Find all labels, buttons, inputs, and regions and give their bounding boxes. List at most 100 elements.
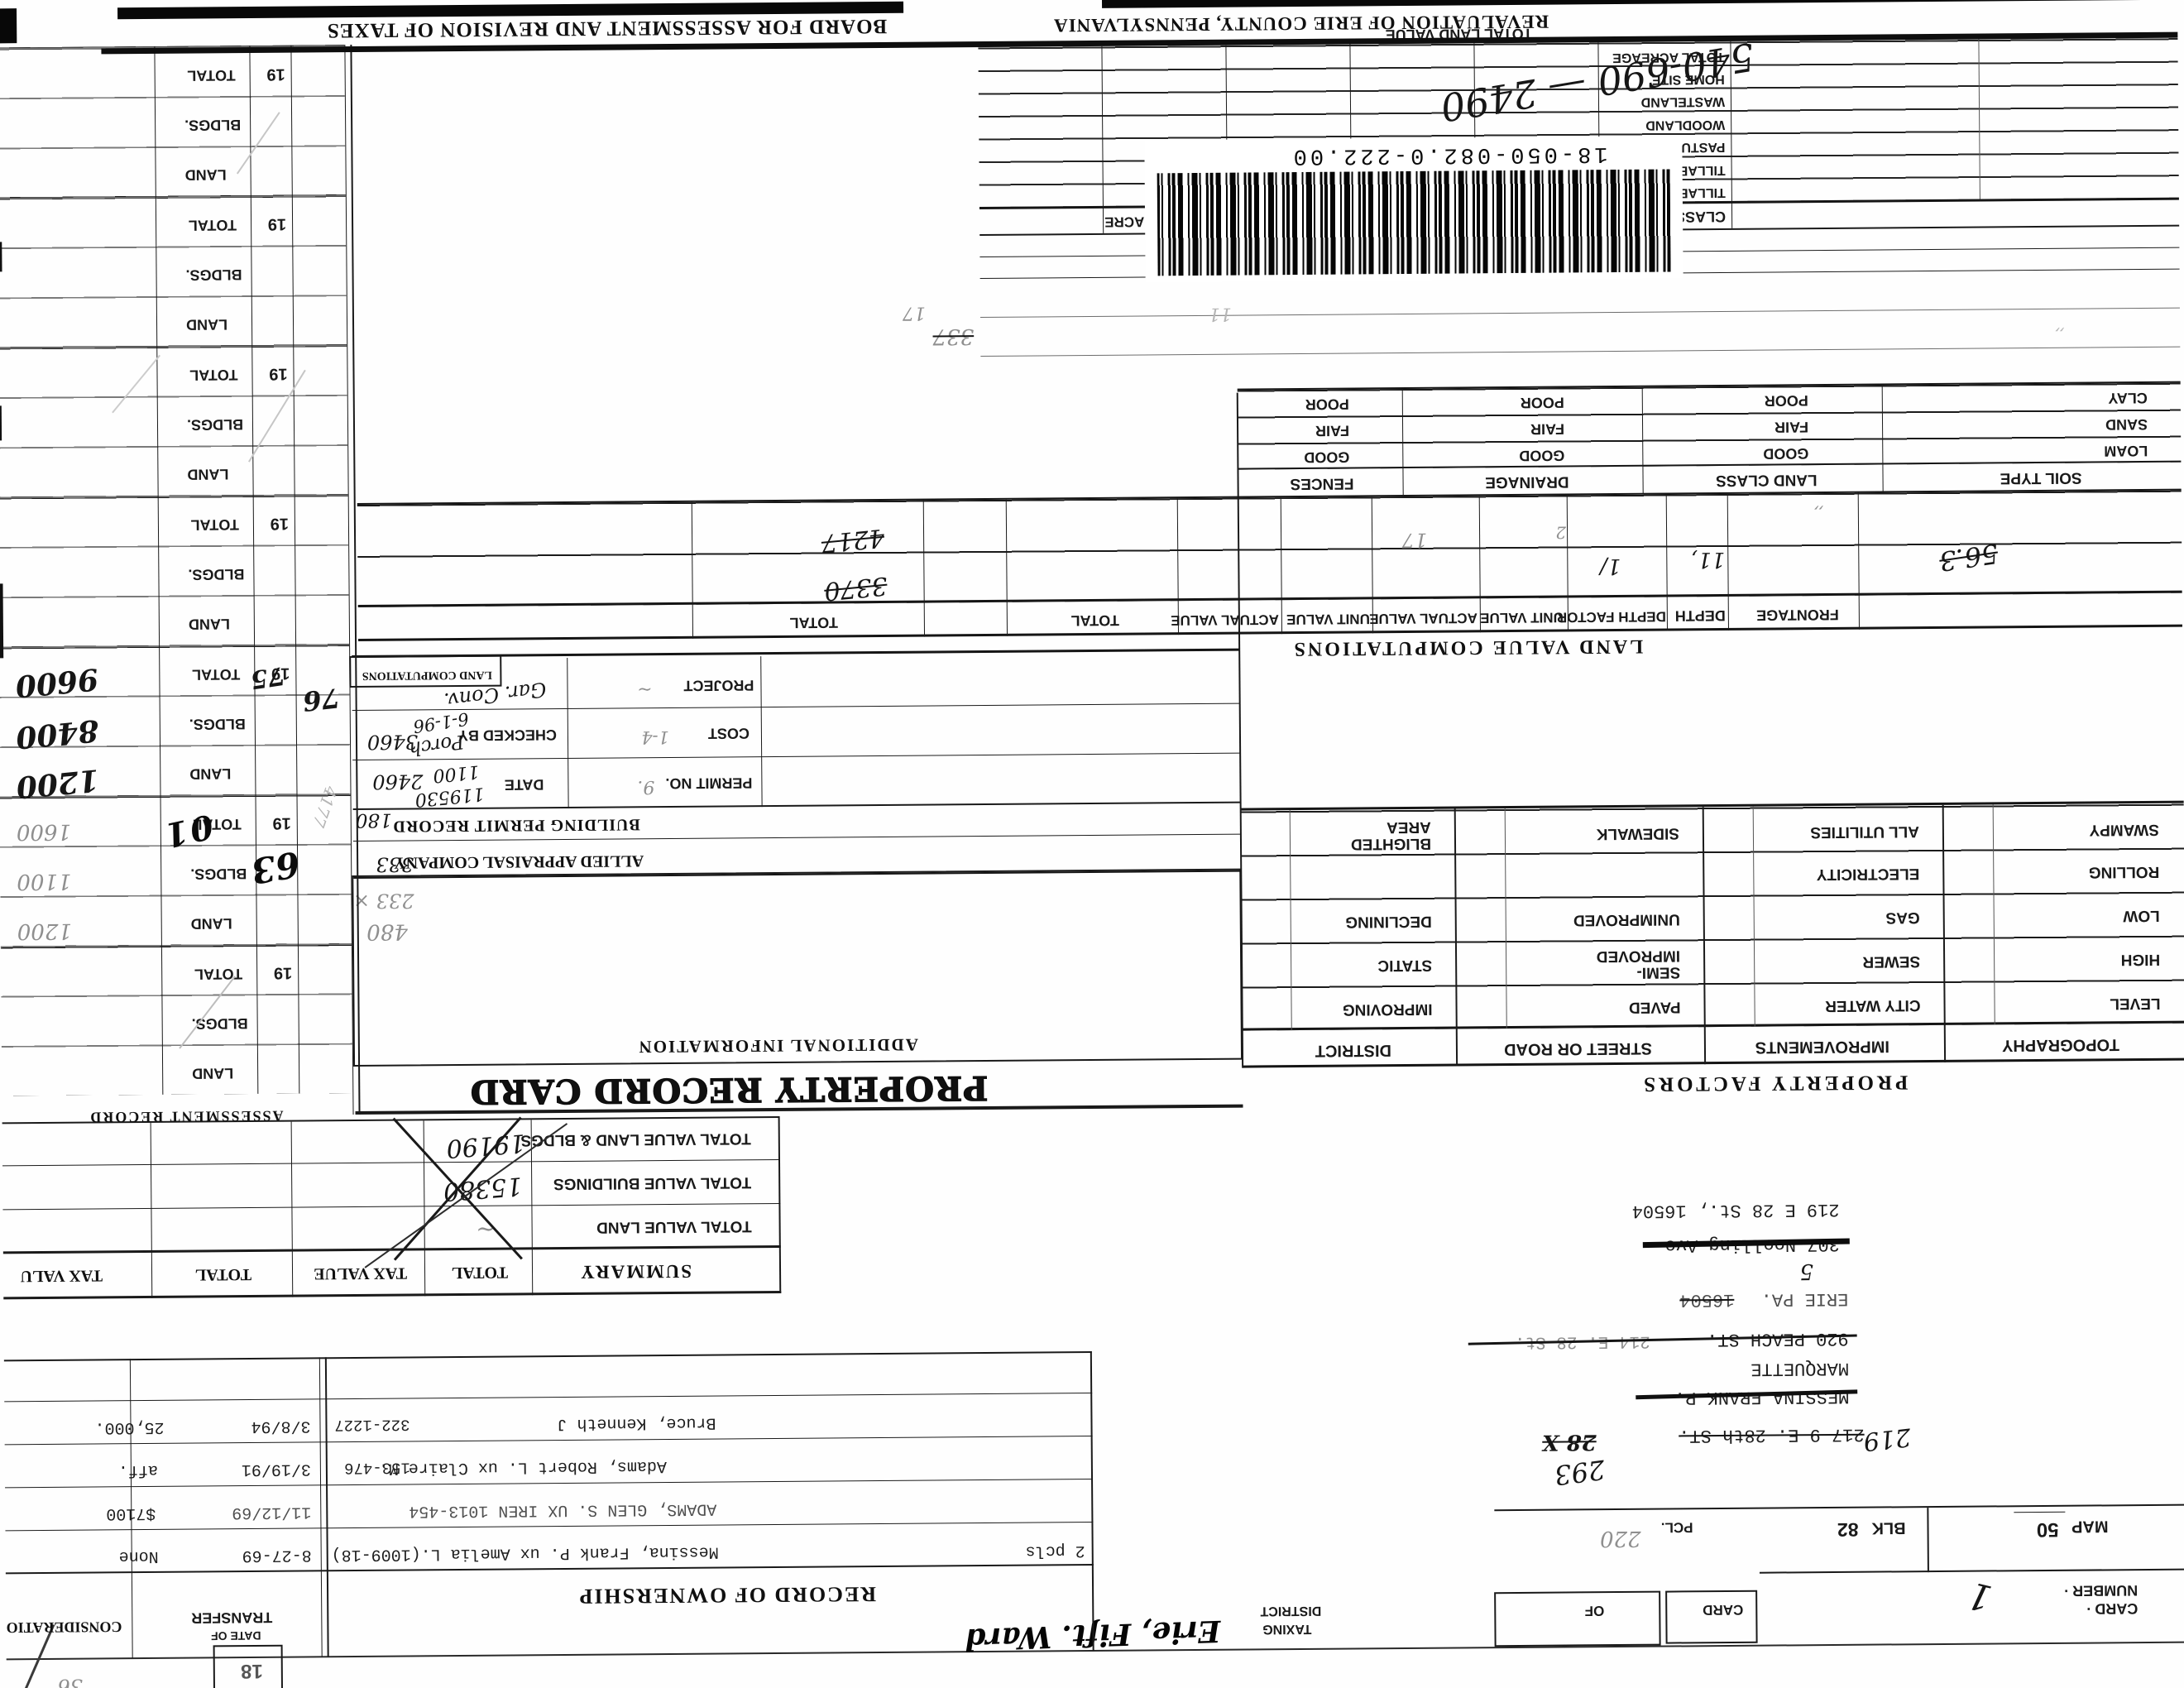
address-line-5b: 16504 [1679, 1288, 1735, 1311]
rule [2, 1202, 781, 1211]
assessment-land-label: LAND [188, 616, 230, 633]
transfer-date: 3/19/91 [241, 1459, 311, 1479]
card-of-of: OF [1584, 1603, 1605, 1619]
card-number-handwritten: 1 [1963, 1573, 1996, 1620]
rule [979, 307, 2180, 319]
assessment-bldgs-label: BLDGS. [191, 1015, 248, 1033]
allied-company: ALLIED APPRAISAL COMPANY [394, 851, 644, 872]
rule [290, 1121, 294, 1297]
owner-name: Messina, Frank P. ux Amelia L.(1009-18) [331, 1542, 719, 1565]
edge-mark [0, 405, 2, 441]
hw-480: 480 [366, 918, 408, 944]
assessment-bldgs-label: BLDGS. [186, 416, 244, 434]
factor-cell: HIGH [2120, 950, 2161, 969]
lvc-col: ACTUAL VALUE [1369, 610, 1478, 627]
consideration-value: None [118, 1546, 159, 1566]
hw-ticks-2: ′′ [2055, 311, 2065, 335]
margin-76: 76 [301, 681, 342, 717]
ward-stamp-value: 18 [241, 1659, 263, 1683]
factor-cell: SWAMPY [2089, 820, 2159, 839]
edge-mark [0, 242, 2, 272]
address-hw-5: 5 [1799, 1259, 1814, 1284]
assessment-year: 19 [273, 963, 293, 982]
margin-333: 333 [376, 852, 414, 876]
lvc-frontage-value: 56.3 [1937, 537, 2000, 578]
lvc-ticks: ′′ [1813, 490, 1823, 514]
assessment-total-label: TOTAL [191, 666, 241, 683]
assessment-total-label: TOTAL [190, 516, 240, 534]
lvc-col: UNIT VALUE [1480, 609, 1564, 626]
soil-col: DRAINAGE [1485, 472, 1569, 492]
property-factors-title: PROPERTY FACTORS [1640, 1071, 1909, 1096]
assessment-land-label: LAND [192, 1065, 234, 1082]
margin-2460: 2460 [372, 770, 424, 794]
card-number-label: NUMBER · [2063, 1582, 2138, 1599]
card-label: CARD · [2086, 1600, 2138, 1618]
rule [778, 1117, 782, 1293]
soil-cell: FAIR [1315, 422, 1350, 439]
summary-col-total: TOTAL [451, 1263, 509, 1283]
rule [1494, 1503, 2184, 1512]
lvc-col: UNIT VALUE [1286, 611, 1370, 628]
soil-cell: SAND [2105, 415, 2148, 434]
lvc-total-3370: 3370 [822, 570, 889, 606]
soil-cell: CLAY [2108, 389, 2148, 407]
lvc-col: TOTAL [1070, 611, 1119, 630]
rule [1090, 1351, 1094, 1652]
margin-3460: 3460 [366, 730, 419, 754]
permit-date-label: DATE [504, 776, 544, 794]
soil-cell: GOOD [1763, 445, 1809, 463]
land-computations-label: LAND COMPUTATIONS [362, 668, 492, 682]
blk-label: BLK [1871, 1518, 1906, 1537]
assessment-year-75: 75 [248, 659, 287, 694]
factor-cell: GAS [1885, 909, 1920, 927]
rule [2, 1158, 780, 1167]
assessment-year: 19 [272, 813, 291, 832]
rule [2014, 1511, 2066, 1513]
soil-col: LAND CLASS [1716, 471, 1818, 490]
taxing-label-1: TAXING [1262, 1621, 1312, 1637]
permit-no-value: 9. [637, 776, 655, 798]
assessment-bldgs-value: 1100 [17, 868, 72, 894]
assessment-total-label: TOTAL [194, 966, 243, 983]
summary-title: SUMMARY [579, 1260, 692, 1283]
assessment-bldgs-label: BLDGS. [188, 566, 245, 583]
factors-col: IMPROVEMENTS [1755, 1037, 1890, 1057]
cost-label: COST [707, 725, 750, 742]
permit-title: BUILDING PERMIT RECORD [392, 815, 640, 836]
rule [318, 1357, 323, 1657]
assessment-total-label: TOTAL [187, 67, 236, 84]
factor-cell: SEMI-IMPROVED [1596, 947, 1681, 981]
assessment-land-label: LAND [184, 166, 227, 184]
barcode [1157, 169, 1671, 276]
barcode-number: 18-050-082.0-222.00 [1290, 141, 1608, 169]
soil-cell: GOOD [1519, 447, 1565, 464]
factor-cell: PAVED [1628, 998, 1681, 1016]
transfer-date: 3/8/94 [251, 1416, 311, 1436]
assessment-record-title: ASSESSMENT RECORD [89, 1107, 284, 1126]
prc-title: PROPERTY RECORD CARD [469, 1067, 989, 1111]
soil-cell: GOOD [1304, 448, 1350, 466]
consideration-value: aff. [117, 1460, 158, 1480]
owner-name: Bruce, Kenneth J [557, 1412, 716, 1434]
rule [980, 346, 2181, 357]
factor-cell: ROLLING [2088, 862, 2160, 881]
assessment-year: 19 [267, 214, 287, 233]
lvc-unit-17: 17 [1401, 528, 1428, 553]
permit-number-2: 1100 [432, 760, 481, 786]
cost-value: 1-4 [641, 727, 670, 748]
project-label: PROJECT [683, 677, 754, 694]
soil-cell: FAIR [1530, 420, 1565, 438]
taxing-label-2: DISTRICT [1260, 1603, 1322, 1618]
lvc-factor-value: 1/ [1599, 553, 1621, 579]
factor-cell: CITY WATER [1825, 996, 1921, 1015]
checked-by-label: CHECKED BY [457, 727, 558, 745]
address-hw-28x: 28 X [1542, 1429, 1597, 1455]
summary-col-total-2: TOTAL [194, 1264, 252, 1284]
assessment-bldgs-label: BLDGS. [185, 266, 242, 284]
soil-cell: LOAM [2104, 442, 2148, 460]
consideration-header: CONSIDERATIO [6, 1618, 122, 1637]
address-hw-219: 219 [1861, 1422, 1913, 1456]
